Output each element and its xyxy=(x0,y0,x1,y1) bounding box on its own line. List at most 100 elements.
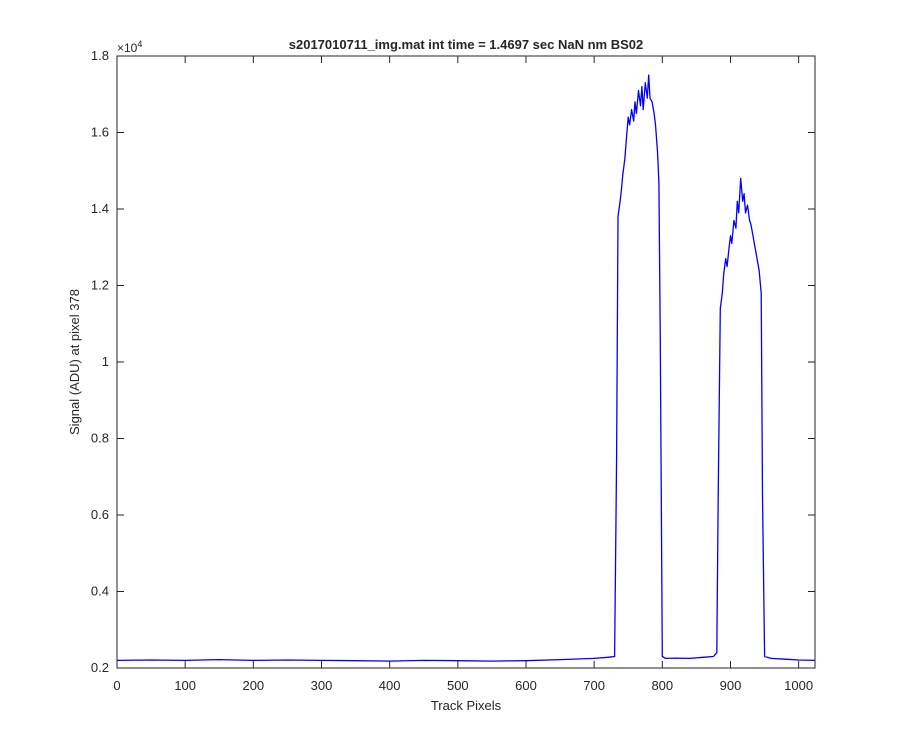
data-point xyxy=(784,658,786,660)
x-tick-label: 500 xyxy=(447,678,469,693)
data-point xyxy=(798,659,800,661)
data-point xyxy=(626,132,628,133)
x-tick-label: 0 xyxy=(113,678,120,693)
data-point xyxy=(252,659,254,661)
chart-title: s2017010711_img.mat int time = 1.4697 se… xyxy=(289,37,643,52)
data-point xyxy=(617,216,619,218)
data-point xyxy=(389,660,391,662)
data-point xyxy=(743,193,745,195)
data-point xyxy=(634,101,636,103)
x-tick-label: 200 xyxy=(242,678,264,693)
data-point xyxy=(753,242,755,244)
y-axis-label: Signal (ADU) at pixel 378 xyxy=(67,289,82,435)
data-point xyxy=(752,235,754,237)
data-point xyxy=(702,656,704,658)
data-point xyxy=(770,657,772,659)
data-point xyxy=(624,158,626,160)
data-point xyxy=(631,109,633,111)
data-point xyxy=(721,292,723,294)
data-point xyxy=(764,656,766,657)
y-exponent-multiplier: ×104 xyxy=(117,39,142,55)
x-axis-ticks: 0 100 200 300 400 500 600 700 800 900 1000 xyxy=(113,56,813,693)
data-point xyxy=(627,116,629,118)
y-axis-ticks: 0.2 0.4 0.6 0.8 1 1.2 1.4 1.6 1.8 xyxy=(91,48,815,675)
data-point xyxy=(620,189,622,191)
data-point xyxy=(355,660,357,662)
y-tick-label: 1.6 xyxy=(91,125,109,140)
data-point xyxy=(641,86,643,88)
data-point xyxy=(633,120,635,122)
data-point xyxy=(731,242,733,244)
data-point xyxy=(642,109,644,111)
y-tick-label: 1.8 xyxy=(91,48,109,63)
data-point xyxy=(757,262,759,264)
data-point xyxy=(733,220,735,221)
data-point xyxy=(286,659,288,661)
data-point xyxy=(658,181,660,183)
data-point xyxy=(218,659,220,661)
data-point xyxy=(593,657,595,659)
data-point xyxy=(491,660,493,662)
data-point xyxy=(614,656,616,657)
data-point xyxy=(648,74,650,76)
x-tick-label: 1000 xyxy=(784,678,813,693)
data-point xyxy=(723,273,725,275)
x-tick-label: 400 xyxy=(379,678,401,693)
data-point xyxy=(640,105,641,107)
data-point xyxy=(712,656,714,657)
data-point xyxy=(747,204,748,206)
data-point xyxy=(638,89,639,91)
data-point xyxy=(525,660,527,662)
data-point xyxy=(735,227,737,229)
data-point xyxy=(745,212,746,214)
data-point xyxy=(760,292,762,294)
x-axis-label: Track Pixels xyxy=(431,698,502,713)
data-point xyxy=(755,254,757,256)
data-point xyxy=(559,659,561,661)
data-point xyxy=(661,656,663,657)
data-point xyxy=(738,212,740,214)
x-tick-label: 100 xyxy=(174,678,196,693)
data-point xyxy=(607,656,609,658)
data-point xyxy=(749,220,751,221)
data-point xyxy=(730,235,731,237)
x-tick-label: 300 xyxy=(311,678,333,693)
data-point xyxy=(719,307,721,309)
data-point xyxy=(758,269,760,271)
x-tick-label: 700 xyxy=(583,678,605,693)
x-tick-label: 600 xyxy=(515,678,537,693)
y-tick-label: 0.6 xyxy=(91,507,109,522)
y-tick-label: 0.2 xyxy=(91,660,109,675)
data-point xyxy=(629,124,631,126)
data-point xyxy=(728,246,730,248)
data-point xyxy=(726,265,728,267)
data-point xyxy=(321,659,322,661)
x-tick-label: 900 xyxy=(720,678,742,693)
series-layer xyxy=(116,74,816,662)
data-point xyxy=(619,200,621,202)
y-tick-label: 0.4 xyxy=(91,584,109,599)
data-point xyxy=(651,101,653,103)
data-point xyxy=(657,151,658,153)
data-point xyxy=(742,200,744,202)
data-point xyxy=(740,177,742,179)
y-tick-label: 0.8 xyxy=(91,431,109,446)
data-point xyxy=(616,457,618,459)
plot-area xyxy=(117,56,815,668)
data-point xyxy=(635,112,637,114)
axes-box xyxy=(116,55,816,669)
data-point xyxy=(762,495,763,497)
data-point xyxy=(665,657,667,659)
y-tick-label: 1 xyxy=(102,354,109,369)
data-point xyxy=(689,657,691,659)
data-point xyxy=(646,97,648,99)
data-point xyxy=(457,660,459,662)
data-point xyxy=(184,659,186,661)
data-point xyxy=(644,82,646,84)
data-point xyxy=(717,495,719,497)
data-point xyxy=(736,200,738,202)
x-tick-label: 800 xyxy=(651,678,673,693)
data-point xyxy=(649,97,651,99)
data-point xyxy=(675,657,677,659)
data-point xyxy=(653,112,655,114)
